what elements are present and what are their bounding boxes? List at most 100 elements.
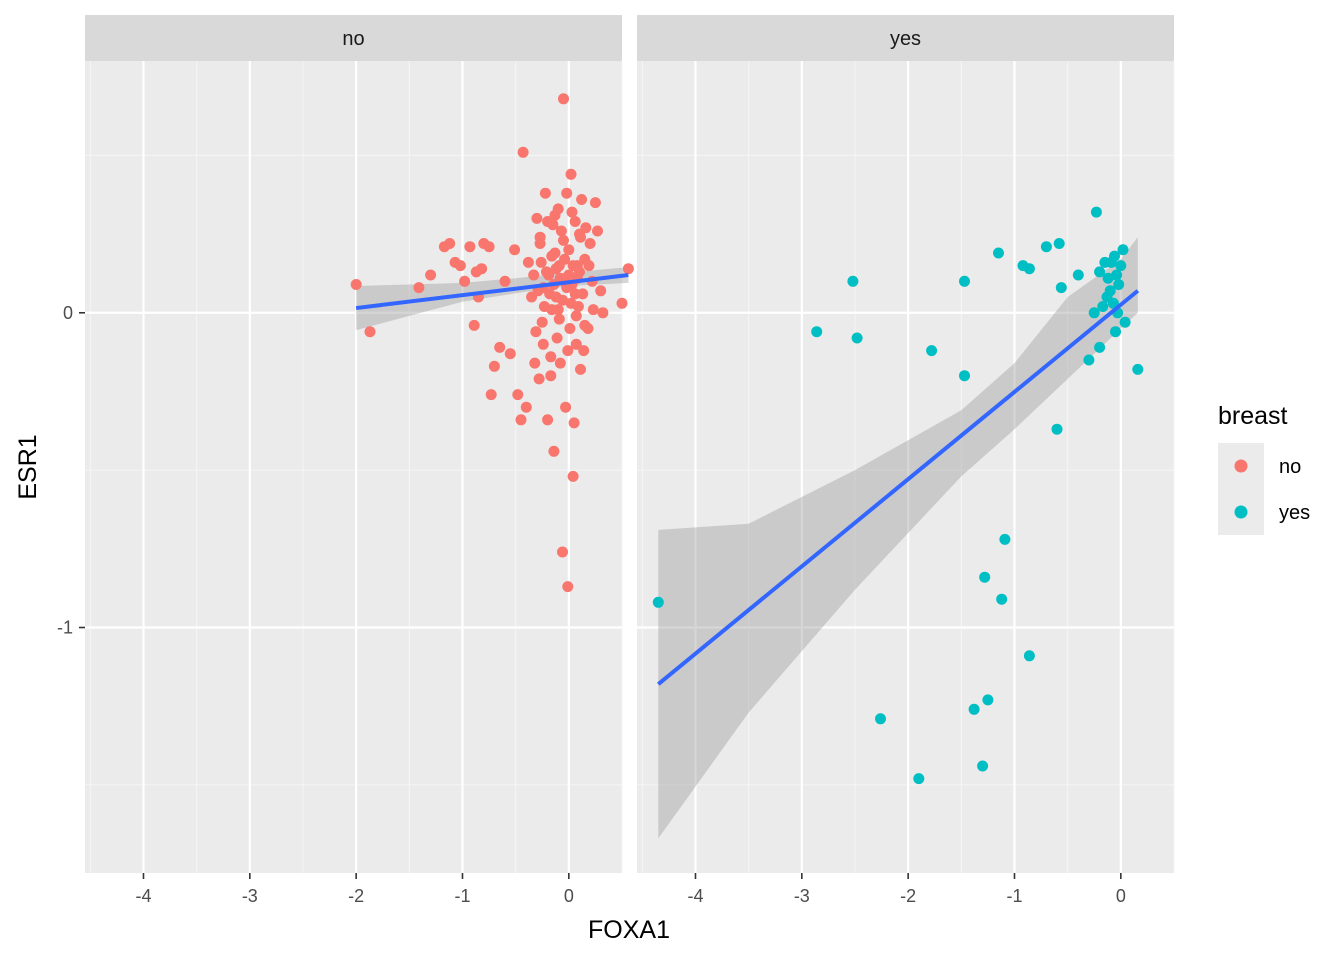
- x-tick-label: -4: [687, 886, 703, 906]
- data-point: [982, 694, 994, 706]
- facet-panels: no yes: [85, 15, 1175, 873]
- panel-background: [85, 61, 622, 873]
- data-point: [464, 241, 476, 253]
- data-point: [622, 263, 634, 275]
- x-axis-title: FOXA1: [588, 916, 670, 944]
- data-point: [535, 256, 547, 268]
- data-point: [913, 773, 925, 785]
- data-point: [579, 319, 591, 331]
- data-point: [499, 275, 511, 287]
- data-point: [425, 269, 437, 281]
- data-point: [1117, 244, 1129, 256]
- data-point: [531, 212, 543, 224]
- x-tick-label: -3: [794, 886, 810, 906]
- data-point: [578, 345, 590, 357]
- facet-panel-yes: yes: [637, 15, 1175, 873]
- data-point: [569, 216, 581, 227]
- data-point: [1051, 423, 1063, 435]
- x-tick-label: 0: [564, 886, 574, 906]
- data-point: [851, 332, 863, 344]
- data-point: [1132, 363, 1144, 375]
- data-point: [557, 546, 568, 558]
- data-point: [548, 445, 560, 457]
- x-tick-label: -3: [242, 886, 258, 906]
- data-point: [488, 360, 500, 372]
- data-point: [584, 238, 596, 249]
- data-point: [580, 222, 592, 234]
- data-point: [968, 703, 980, 715]
- data-point: [926, 345, 938, 357]
- data-point: [566, 206, 578, 218]
- data-point: [542, 414, 554, 426]
- smooth-line: [656, 289, 1140, 686]
- x-tick-label: -1: [1006, 886, 1022, 906]
- data-point: [1115, 260, 1127, 272]
- data-point: [494, 341, 506, 353]
- data-point: [520, 401, 532, 413]
- data-point: [652, 596, 664, 608]
- x-tick-label: -4: [135, 886, 151, 906]
- data-point: [576, 194, 588, 205]
- data-point: [530, 326, 542, 338]
- data-point: [565, 297, 577, 309]
- data-point: [993, 247, 1004, 259]
- data-point: [959, 370, 970, 382]
- data-point: [1023, 263, 1035, 275]
- data-point: [528, 269, 540, 281]
- data-point: [568, 417, 580, 429]
- data-point: [549, 209, 561, 221]
- data-point: [1088, 307, 1100, 319]
- data-point: [1094, 266, 1106, 278]
- data-point: [564, 323, 576, 334]
- legend-key-no: [1234, 459, 1248, 473]
- data-point: [561, 187, 573, 199]
- data-point: [977, 760, 989, 772]
- data-point: [555, 225, 567, 237]
- data-point: [1104, 285, 1116, 297]
- data-point: [565, 168, 577, 180]
- x-tick-label: 0: [1116, 886, 1126, 906]
- x-tick-label: -2: [348, 886, 364, 906]
- data-point: [542, 216, 554, 227]
- y-tick-label: -1: [57, 618, 73, 638]
- data-point: [1102, 272, 1114, 284]
- data-point: [534, 231, 546, 243]
- y-axis-title: ESR1: [14, 434, 42, 499]
- data-point: [1110, 326, 1121, 338]
- data-point: [538, 301, 550, 312]
- y-axis: 0 -1: [57, 303, 85, 638]
- data-point: [485, 389, 497, 401]
- data-point: [509, 244, 521, 256]
- data-point: [444, 238, 456, 249]
- data-point: [847, 275, 859, 287]
- legend-label-yes: yes: [1279, 502, 1310, 524]
- data-point: [517, 146, 529, 158]
- data-point: [539, 187, 551, 199]
- data-point: [413, 282, 425, 294]
- data-point: [563, 244, 575, 256]
- data-point: [589, 197, 601, 209]
- data-point: [999, 533, 1011, 545]
- data-point: [574, 266, 585, 278]
- data-point: [545, 370, 557, 382]
- data-point: [570, 338, 582, 350]
- data-point: [562, 581, 574, 593]
- data-point: [1023, 650, 1035, 662]
- data-point: [569, 288, 581, 300]
- data-point: [476, 263, 488, 275]
- data-point: [1072, 269, 1084, 281]
- facet-strip-label-no: no: [342, 28, 364, 50]
- data-point: [550, 263, 562, 275]
- data-point: [1097, 301, 1109, 312]
- data-point: [575, 363, 586, 375]
- data-point: [570, 310, 582, 322]
- data-point: [554, 357, 566, 369]
- data-point: [595, 285, 607, 297]
- data-point: [468, 319, 480, 331]
- data-point: [512, 389, 524, 401]
- data-point: [1040, 241, 1052, 253]
- data-point: [979, 571, 991, 583]
- panel-background: [637, 61, 1174, 873]
- data-point: [533, 373, 545, 385]
